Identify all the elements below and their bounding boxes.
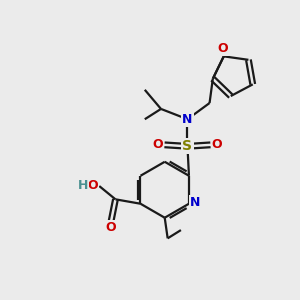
Text: N: N	[182, 113, 193, 126]
Text: S: S	[182, 139, 193, 153]
Text: N: N	[190, 196, 201, 209]
Text: O: O	[218, 43, 228, 56]
Text: O: O	[106, 221, 116, 234]
Text: O: O	[153, 138, 163, 151]
Text: H: H	[78, 179, 88, 192]
Text: O: O	[87, 179, 98, 192]
Text: O: O	[212, 138, 222, 151]
